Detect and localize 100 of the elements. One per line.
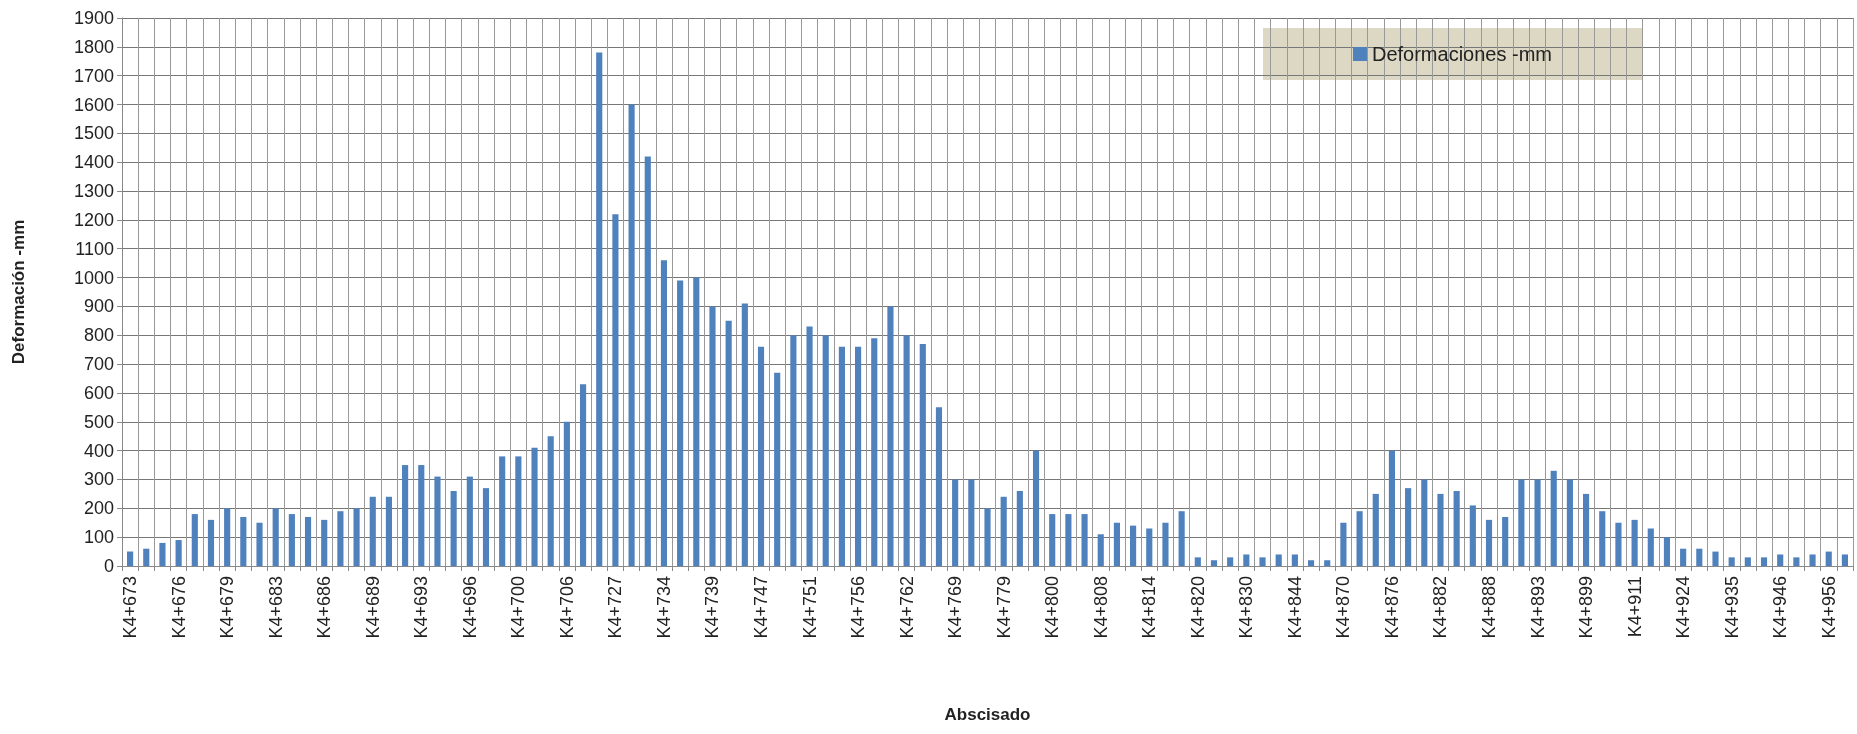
x-tick-label: K4+882 xyxy=(1430,576,1451,639)
x-tick-label: K4+800 xyxy=(1042,576,1063,639)
x-tick-label: K4+696 xyxy=(459,576,480,639)
y-tick-label: 0 xyxy=(103,556,114,576)
bar xyxy=(466,476,473,566)
bar xyxy=(1550,470,1557,566)
x-tick-label: K4+689 xyxy=(362,576,383,639)
bar xyxy=(1162,522,1169,566)
bar xyxy=(159,542,166,566)
x-tick-label: K4+870 xyxy=(1333,576,1354,639)
x-tick-label: K4+739 xyxy=(702,576,723,639)
bar xyxy=(337,511,344,566)
bar xyxy=(1841,554,1848,566)
bar xyxy=(1485,519,1493,566)
bar xyxy=(1210,560,1218,566)
bar xyxy=(693,277,700,566)
bar xyxy=(984,508,991,566)
bar xyxy=(1291,554,1298,566)
bar xyxy=(1631,519,1638,566)
bar xyxy=(1825,551,1832,566)
bar xyxy=(1032,450,1040,566)
bar xyxy=(143,548,150,566)
bar xyxy=(1421,479,1428,566)
x-tick-label: K4+946 xyxy=(1770,576,1791,639)
y-tick-label: 600 xyxy=(83,382,114,403)
bar xyxy=(1696,548,1703,566)
bar xyxy=(418,465,425,566)
bar xyxy=(1728,557,1735,566)
bar xyxy=(644,156,651,566)
x-tick-label: K4+756 xyxy=(848,576,869,639)
x-tick-label: K4+893 xyxy=(1527,576,1548,639)
y-tick-label: 300 xyxy=(83,469,114,490)
x-tick-label: K4+779 xyxy=(993,576,1014,639)
bar xyxy=(1663,537,1671,566)
x-tick-label: K4+734 xyxy=(653,576,674,639)
y-tick-label: 200 xyxy=(83,498,114,519)
bar xyxy=(1680,548,1687,566)
bar xyxy=(482,488,490,566)
bar xyxy=(207,519,215,566)
x-tick-label: K4+762 xyxy=(896,576,917,639)
bar xyxy=(1049,514,1056,566)
y-tick-label: 1200 xyxy=(73,209,114,230)
bar xyxy=(1566,479,1573,566)
bar xyxy=(660,260,668,566)
x-tick-label: K4+673 xyxy=(120,576,141,639)
y-tick-label: 1000 xyxy=(73,267,114,288)
y-tick-label: 1800 xyxy=(73,36,114,57)
bar xyxy=(1130,525,1137,566)
x-tick-label: K4+679 xyxy=(217,576,238,639)
x-tick-label: K4+924 xyxy=(1673,576,1694,639)
bar xyxy=(1324,560,1331,566)
bar xyxy=(1081,514,1088,566)
x-tick-label: K4+820 xyxy=(1187,576,1208,639)
bar xyxy=(935,407,943,566)
bar xyxy=(385,496,392,566)
bar xyxy=(790,335,797,566)
bar xyxy=(321,519,328,566)
bar xyxy=(1194,557,1201,566)
x-tick-label: K4+676 xyxy=(168,576,189,639)
bar xyxy=(1453,491,1460,566)
bar xyxy=(1275,554,1282,566)
y-tick-label: 700 xyxy=(83,354,114,375)
bar xyxy=(677,280,684,566)
bar xyxy=(191,514,198,566)
bar xyxy=(1356,511,1363,566)
bar xyxy=(741,303,748,566)
x-tick-label: K4+911 xyxy=(1624,576,1645,638)
bar xyxy=(127,551,134,566)
bar xyxy=(1760,557,1768,566)
x-tick-label: K4+956 xyxy=(1818,576,1839,639)
y-tick-label: 100 xyxy=(83,527,114,548)
bar xyxy=(1518,479,1525,566)
bar xyxy=(547,436,554,566)
bar xyxy=(838,346,845,566)
bar xyxy=(1178,511,1185,566)
x-tick-label: K4+808 xyxy=(1090,576,1111,639)
x-tick-label: K4+844 xyxy=(1284,576,1305,639)
bar xyxy=(806,326,813,566)
bar xyxy=(1016,491,1023,566)
bar xyxy=(515,456,522,566)
bar xyxy=(563,421,570,566)
x-axis-title: Abscisado xyxy=(944,705,1031,724)
bar xyxy=(1065,514,1072,566)
bar xyxy=(822,335,829,566)
y-tick-label: 500 xyxy=(83,411,114,432)
bar xyxy=(579,384,587,566)
y-tick-label: 1500 xyxy=(73,123,114,144)
x-tick-label: K4+706 xyxy=(556,576,577,639)
bar xyxy=(1437,493,1444,566)
bar xyxy=(256,522,263,566)
x-tick-label: K4+899 xyxy=(1576,576,1597,639)
bar xyxy=(1259,557,1266,566)
x-tick-label: K4+830 xyxy=(1236,576,1257,639)
bar xyxy=(1615,522,1622,566)
bar xyxy=(402,465,409,566)
y-tick-label: 400 xyxy=(83,440,114,461)
x-tick-label: K4+769 xyxy=(945,576,966,639)
x-tick-label: K4+747 xyxy=(751,576,772,639)
x-tick-label: K4+751 xyxy=(799,576,820,639)
bar xyxy=(709,306,716,566)
